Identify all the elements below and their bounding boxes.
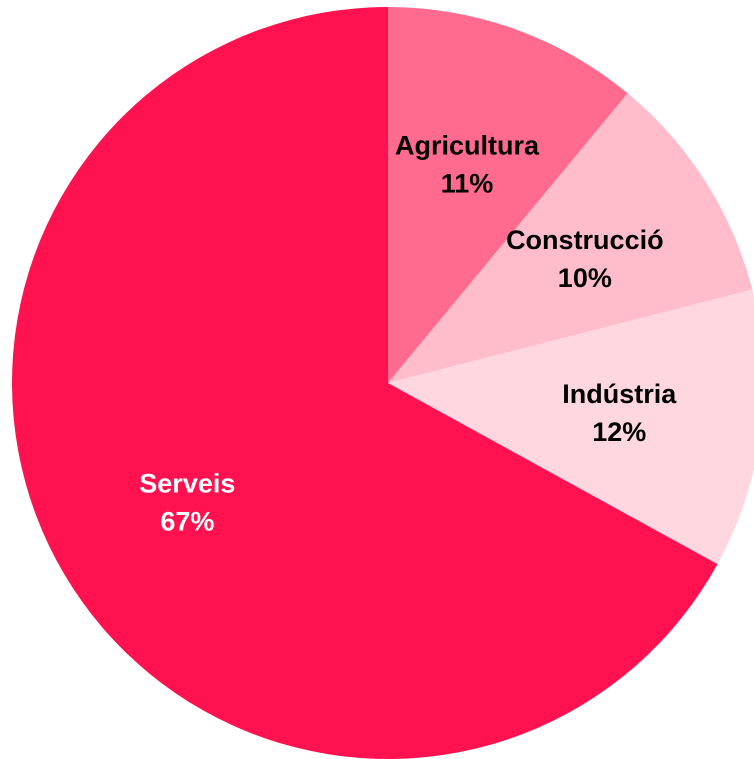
slice-value-agricultura: 11%: [441, 169, 494, 199]
slice-value-serveis: 67%: [160, 507, 214, 537]
pie-slice-serveis: [12, 7, 718, 759]
pie-slice-construccio: [388, 93, 753, 383]
slice-label-construccio: Construcció: [506, 225, 664, 255]
slice-label-agricultura: Agricultura: [395, 131, 540, 161]
slice-value-industria: 12%: [592, 417, 646, 447]
slice-label-industria: Indústria: [562, 379, 677, 409]
pie-slice-industria: [388, 289, 754, 565]
pie-slice-agricultura: [388, 7, 628, 383]
slice-value-construccio: 10%: [558, 263, 612, 293]
pie-slices: [12, 7, 754, 759]
slice-label-serveis: Serveis: [139, 469, 235, 499]
pie-labels: Agricultura 11% Construcció 10% Indústria 12%…: [139, 131, 677, 537]
